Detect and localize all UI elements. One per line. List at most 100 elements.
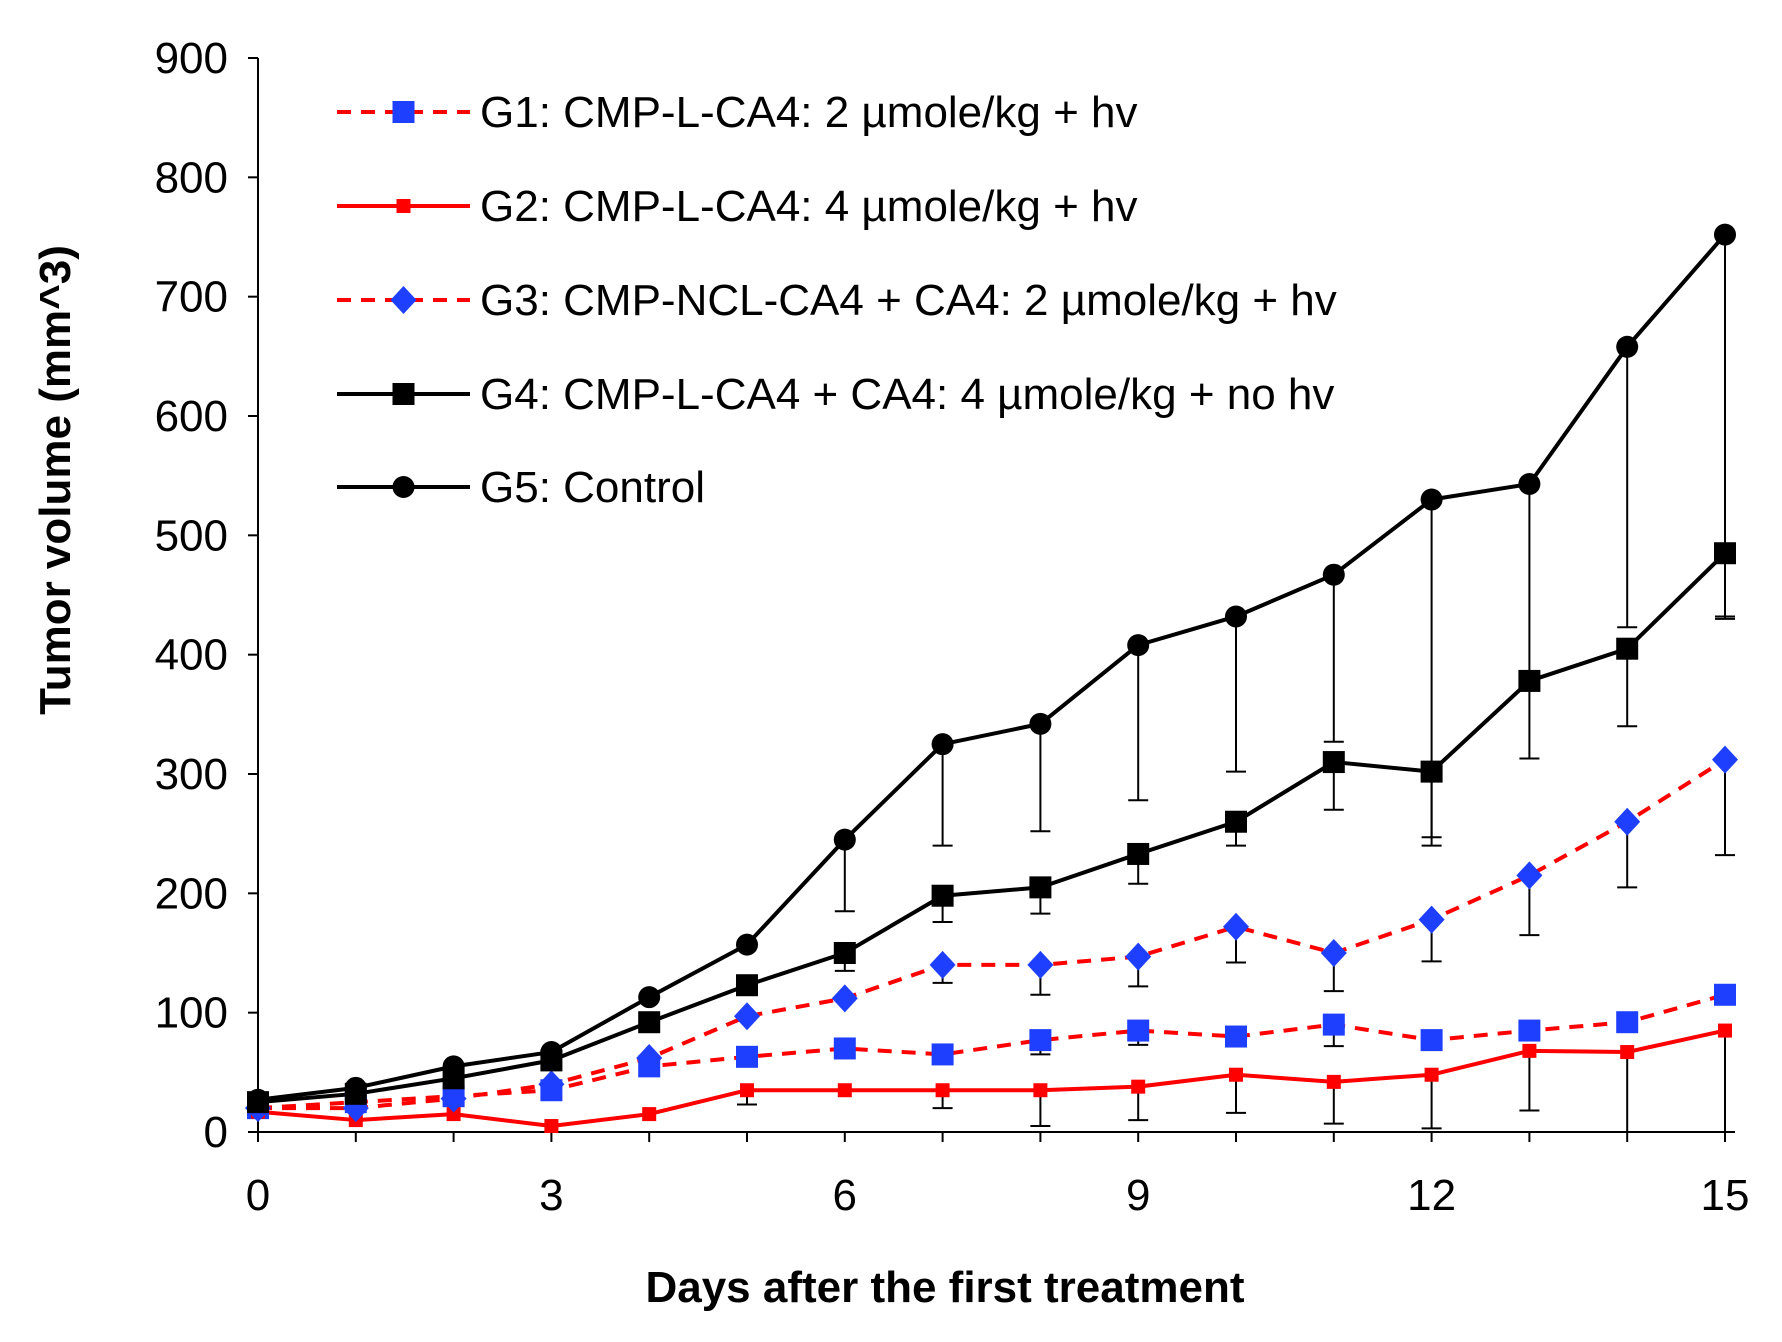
data-point-g5 <box>1616 335 1639 358</box>
data-point-g4 <box>638 1011 661 1034</box>
x-axis: 0 3 6 9 12 15 <box>246 1131 1750 1220</box>
y-tick-label: 0 <box>204 1108 228 1157</box>
data-point-g5 <box>247 1088 269 1111</box>
x-axis-title: Days after the first treatment <box>645 1263 1244 1312</box>
data-point-g2 <box>1229 1067 1243 1082</box>
data-point-g4 <box>1420 760 1443 783</box>
data-point-g1 <box>1420 1029 1443 1052</box>
data-point-g5 <box>833 828 856 851</box>
y-axis: 0 100 200 300 400 500 600 700 800 900 <box>155 34 259 1157</box>
data-point-g2 <box>935 1083 950 1098</box>
data-point-g3 <box>440 1084 467 1113</box>
y-tick-label: 800 <box>155 153 228 202</box>
y-tick-label: 200 <box>155 869 228 918</box>
series-markers <box>245 223 1738 1134</box>
legend-marker-g5 <box>392 476 415 498</box>
data-point-g1 <box>1518 1019 1541 1042</box>
legend: G1: CMP-L-CA4: 2 µmole/kg + hv G2: CMP-L-… <box>337 88 1337 512</box>
data-point-g5 <box>442 1055 465 1078</box>
data-point-g5 <box>931 733 954 756</box>
data-point-g4 <box>736 974 758 997</box>
data-point-g4 <box>1518 669 1541 692</box>
x-tick-label: 0 <box>246 1171 270 1220</box>
data-point-g3 <box>1125 942 1152 971</box>
legend-label-g4: G4: CMP-L-CA4 + CA4: 4 µmole/kg + no hv <box>480 370 1334 419</box>
legend-marker-g2 <box>396 199 411 213</box>
legend-marker-g1 <box>392 101 415 123</box>
data-point-g5 <box>1225 605 1247 628</box>
data-point-g2 <box>1424 1067 1439 1082</box>
legend-marker-g3 <box>390 286 417 314</box>
y-tick-label: 400 <box>155 631 228 680</box>
data-point-g4 <box>1127 842 1150 865</box>
y-tick-label: 700 <box>155 273 228 322</box>
data-point-g1 <box>1225 1025 1247 1048</box>
data-point-g2 <box>642 1107 657 1122</box>
legend-marker-g4 <box>392 383 415 405</box>
data-point-g5 <box>1420 488 1443 511</box>
data-point-g1 <box>1616 1011 1639 1034</box>
data-point-g3 <box>636 1044 663 1073</box>
x-tick-label: 6 <box>833 1171 857 1220</box>
data-point-g4 <box>931 884 954 907</box>
data-point-g3 <box>1712 745 1738 774</box>
data-point-g2 <box>740 1083 754 1098</box>
data-point-g3 <box>831 984 858 1013</box>
series-line-g3 <box>258 757 1727 1111</box>
legend-label-g3: G3: CMP-NCL-CA4 + CA4: 2 µmole/kg + hv <box>480 276 1337 325</box>
data-point-g1 <box>1029 1029 1052 1052</box>
data-point-g1 <box>931 1043 954 1066</box>
data-point-g5 <box>1714 223 1736 246</box>
y-tick-label: 900 <box>155 34 228 83</box>
data-point-g1 <box>736 1045 758 1068</box>
data-point-g5 <box>1518 473 1541 496</box>
y-tick-label: 300 <box>155 750 228 799</box>
data-point-g2 <box>837 1083 852 1098</box>
data-point-g5 <box>344 1076 367 1099</box>
y-tick-label: 100 <box>155 989 228 1038</box>
legend-label-g1: G1: CMP-L-CA4: 2 µmole/kg + hv <box>480 88 1137 137</box>
data-point-g3 <box>538 1070 565 1099</box>
data-point-g2 <box>446 1107 461 1122</box>
y-tick-label: 600 <box>155 392 228 441</box>
data-point-g3 <box>1027 950 1054 979</box>
legend-label-g5: G5: Control <box>480 463 705 512</box>
x-tick-label: 12 <box>1407 1171 1456 1220</box>
data-point-g1 <box>1322 1013 1345 1036</box>
data-point-g4 <box>1225 810 1247 833</box>
data-point-g2 <box>1620 1045 1635 1060</box>
data-point-g3 <box>1418 905 1445 934</box>
data-point-g2 <box>1718 1023 1732 1038</box>
data-point-g3 <box>734 1002 760 1031</box>
data-point-g1 <box>1127 1019 1150 1042</box>
data-point-g5 <box>1127 634 1150 657</box>
data-point-g2 <box>1522 1043 1537 1058</box>
x-tick-label: 3 <box>539 1171 563 1220</box>
data-point-g4 <box>1029 876 1052 899</box>
data-point-g2 <box>544 1119 559 1134</box>
data-point-g2 <box>1326 1074 1341 1089</box>
series-lines <box>257 233 1727 1129</box>
data-point-g1 <box>1714 983 1736 1006</box>
data-point-g4 <box>1714 542 1736 565</box>
y-axis-title: Tumor volume (mm^3) <box>31 245 80 715</box>
series-line-g2 <box>257 1028 1726 1129</box>
data-point-g4 <box>1616 637 1639 660</box>
data-point-g2 <box>1033 1083 1048 1098</box>
data-point-g3 <box>1223 912 1249 941</box>
data-point-g1 <box>833 1037 856 1060</box>
data-point-g2 <box>1131 1079 1146 1094</box>
data-point-g5 <box>638 986 661 1009</box>
data-point-g5 <box>1322 563 1345 586</box>
data-point-g5 <box>736 933 758 956</box>
x-tick-label: 15 <box>1701 1171 1750 1220</box>
data-point-g3 <box>929 950 956 979</box>
data-point-g3 <box>1320 939 1347 967</box>
data-point-g4 <box>1322 751 1345 774</box>
series-line-g5 <box>257 233 1727 1102</box>
legend-label-g2: G2: CMP-L-CA4: 4 µmole/kg + hv <box>480 182 1137 231</box>
x-tick-label: 9 <box>1126 1171 1150 1220</box>
data-point-g5 <box>1029 712 1052 735</box>
data-point-g4 <box>833 942 856 964</box>
